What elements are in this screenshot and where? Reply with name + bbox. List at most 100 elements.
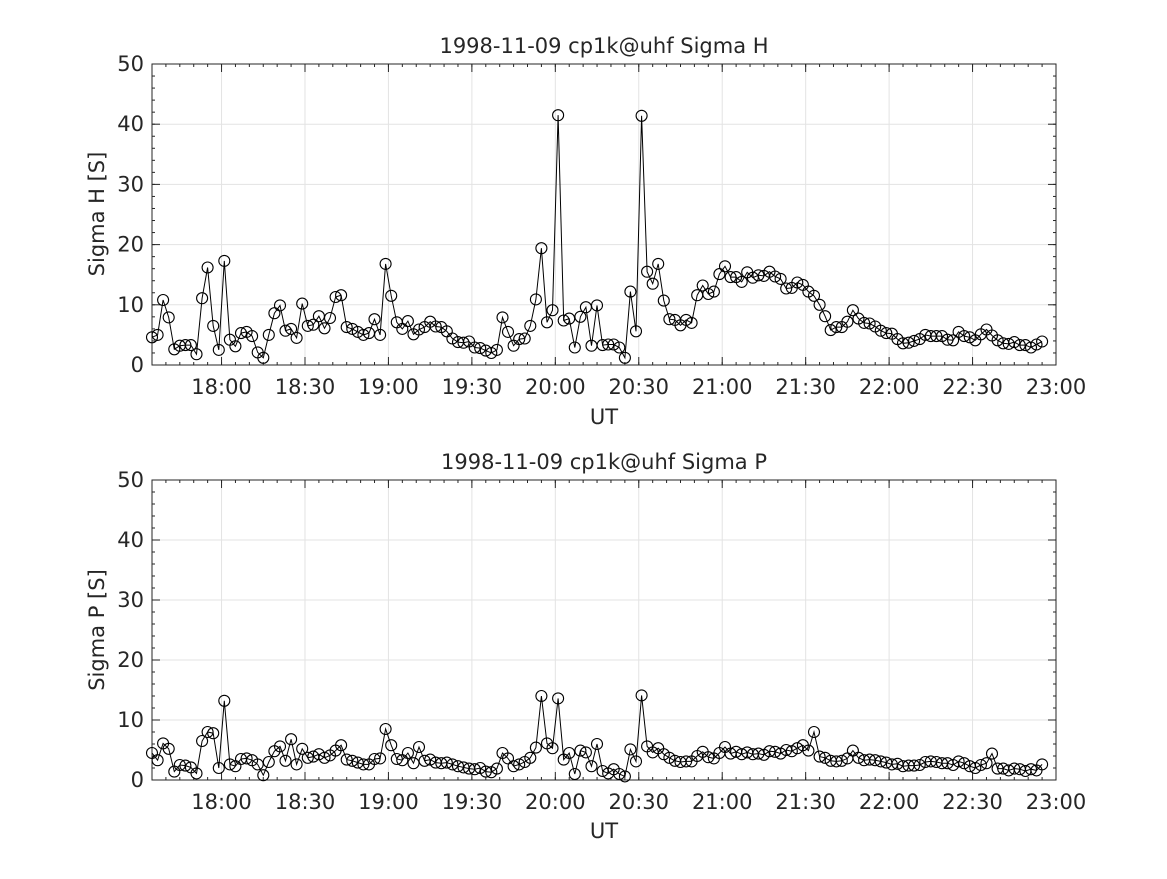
data-point <box>624 743 637 756</box>
y-tick-label: 40 <box>117 528 144 552</box>
data-point <box>496 311 509 324</box>
x-tick-label: 20:30 <box>609 790 670 814</box>
x-tick-label: 22:30 <box>942 375 1003 399</box>
data-point <box>958 330 971 343</box>
y-tick-label: 40 <box>117 112 144 136</box>
data-point <box>952 755 965 768</box>
y-tick-label: 30 <box>117 588 144 612</box>
data-point <box>813 750 826 763</box>
chart-title: 1998-11-09 cp1k@uhf Sigma H <box>439 34 768 58</box>
axes-box <box>151 63 1057 366</box>
data-point <box>196 734 209 748</box>
data-point <box>307 318 320 331</box>
x-tick-label: 21:00 <box>692 375 753 399</box>
data-point <box>696 279 709 292</box>
data-point <box>251 758 264 771</box>
y-tick-label: 10 <box>117 708 144 732</box>
data-point <box>680 755 693 768</box>
sigma-p-chart: 1998-11-09 cp1k@uhf Sigma P UT Sigma P [… <box>85 450 1086 843</box>
data-point <box>207 727 220 740</box>
data-point <box>546 742 559 755</box>
data-point <box>902 336 915 349</box>
data-point <box>513 333 526 346</box>
data-point <box>635 109 648 122</box>
data-point <box>173 758 186 772</box>
data-point <box>941 333 954 346</box>
data-point <box>396 322 409 335</box>
data-point <box>896 337 910 350</box>
data-point <box>618 351 631 364</box>
data-point <box>652 257 665 270</box>
data-point <box>296 742 309 755</box>
data-point <box>162 311 175 324</box>
data-point <box>390 752 403 766</box>
data-point <box>401 315 414 328</box>
y-tick-label: 50 <box>117 52 144 76</box>
data-point <box>802 744 815 757</box>
data-point <box>412 323 426 336</box>
data-point <box>190 767 203 780</box>
data-point <box>713 268 726 281</box>
data-point <box>574 310 587 323</box>
x-tick-label: 22:30 <box>942 790 1003 814</box>
data-point <box>518 332 531 345</box>
data-point <box>529 741 542 754</box>
data-point <box>830 755 843 768</box>
chart-title: 1998-11-09 cp1k@uhf Sigma P <box>441 450 767 474</box>
y-tick-label: 20 <box>117 233 144 257</box>
data-point <box>357 328 370 341</box>
data-point <box>262 755 275 769</box>
data-point <box>540 316 554 329</box>
data-point <box>702 751 715 764</box>
data-point <box>1024 763 1038 776</box>
data-point <box>908 759 921 772</box>
data-point <box>474 342 487 355</box>
data-point <box>368 752 381 766</box>
data-point <box>629 755 643 768</box>
data-point <box>824 324 837 337</box>
data-point <box>223 758 236 771</box>
data-point <box>724 271 737 284</box>
data-point <box>201 261 214 274</box>
data-point <box>769 270 782 283</box>
sigma-h-chart: 1998-11-09 cp1k@uhf Sigma H UT Sigma H [… <box>85 34 1086 429</box>
data-point <box>568 341 581 354</box>
x-tick-label: 22:00 <box>859 375 920 399</box>
data-point <box>301 751 314 764</box>
data-point <box>602 338 615 351</box>
y-axis-label: Sigma P [S] <box>85 569 109 691</box>
data-point <box>752 269 765 282</box>
x-tick-label: 20:00 <box>525 790 586 814</box>
y-axis-label: Sigma H [S] <box>85 152 109 277</box>
x-tick-label: 18:30 <box>275 375 336 399</box>
data-point <box>819 310 832 323</box>
data-point <box>752 747 765 760</box>
data-point <box>507 760 520 773</box>
data-point <box>368 313 381 326</box>
data-point <box>179 759 192 772</box>
data-point <box>279 324 292 337</box>
data-point <box>974 758 987 772</box>
data-point <box>257 351 270 364</box>
data-point <box>947 334 960 347</box>
data-point <box>212 343 225 356</box>
x-tick-label: 20:00 <box>525 375 586 399</box>
data-point <box>807 289 821 302</box>
x-tick-label: 18:00 <box>191 790 252 814</box>
data-point <box>374 328 387 341</box>
data-point <box>590 299 604 312</box>
data-point <box>218 254 231 267</box>
data-point <box>151 754 164 767</box>
data-point <box>563 746 576 760</box>
data-point <box>535 242 548 255</box>
data-point <box>874 324 887 337</box>
data-point <box>835 754 848 767</box>
data-point <box>535 689 548 703</box>
data-point <box>830 321 843 334</box>
data-point <box>869 754 882 767</box>
data-point <box>529 293 542 306</box>
x-tick-label: 23:00 <box>1026 790 1087 814</box>
data-point <box>196 292 209 305</box>
